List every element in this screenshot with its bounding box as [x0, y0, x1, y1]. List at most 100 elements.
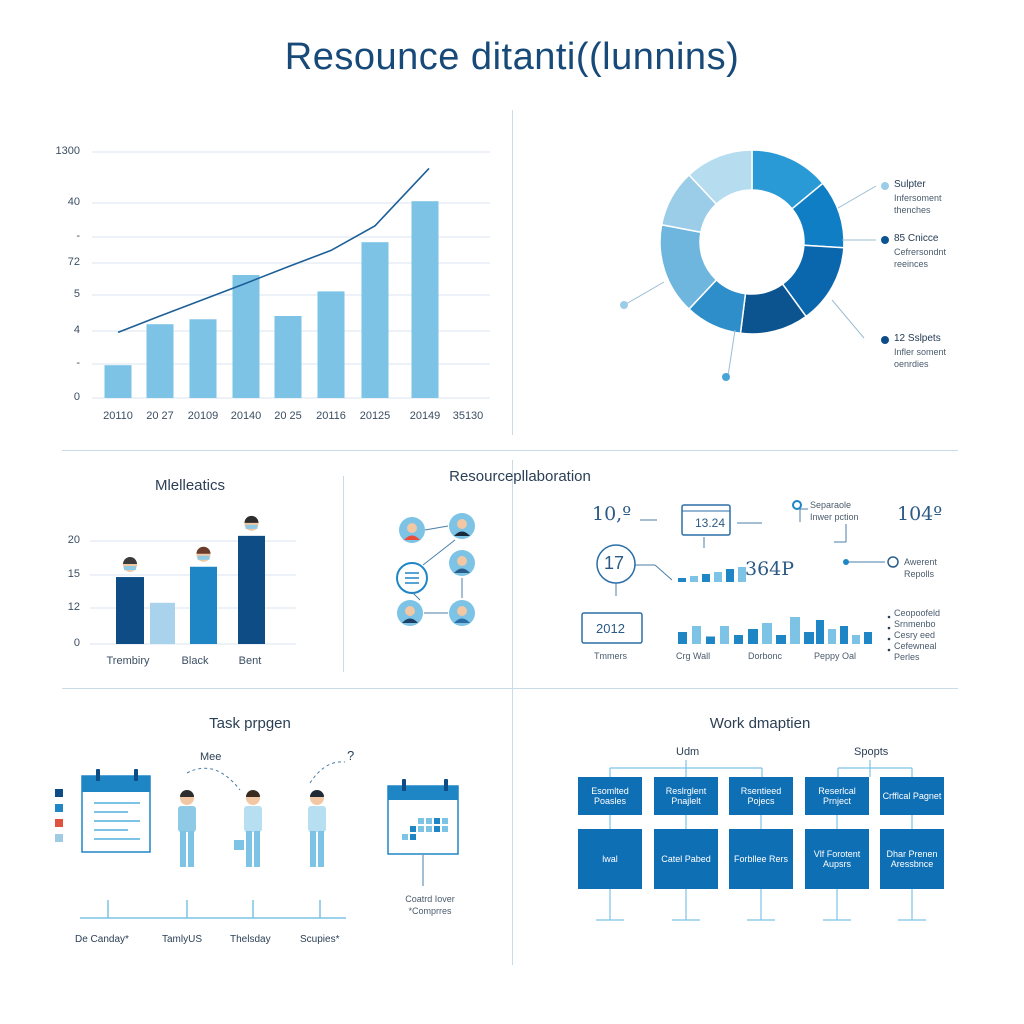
day-2: TamlyUS: [162, 934, 203, 945]
mini-bar: [748, 629, 758, 644]
briefcase-icon: [234, 840, 244, 850]
work-box-r1-5: Crfflcal Pagnet: [880, 777, 944, 815]
avatar-face-icon: [457, 519, 467, 529]
work-box-r1-1: Esomlted Poasles: [578, 777, 642, 815]
legend-title: Sulpter: [894, 179, 926, 190]
bullet-1: Ceopoofeld: [894, 608, 941, 618]
work-box-r2-1: lwal: [578, 829, 642, 889]
mini-bar: [714, 572, 722, 582]
donut-slice: [659, 223, 718, 311]
person-head-icon: [310, 791, 324, 805]
document-icon: [396, 562, 428, 594]
donut-slice: [751, 149, 824, 210]
day-1: De Canday*: [75, 934, 129, 945]
chart3-y-tick-label: 20: [67, 534, 80, 546]
note-2: Inwer pction: [810, 512, 859, 522]
bullet-dot: [887, 615, 891, 619]
work-box-r2-5: Dhar Prenen Aressbnce: [880, 829, 944, 889]
mini-bar: [678, 632, 687, 644]
work-box-r2-2: Catel Pabed: [654, 829, 718, 889]
chart3-bar: [190, 566, 217, 644]
legend-title: 12 Sslpets: [894, 333, 941, 344]
avatar-bg-icon: [397, 600, 423, 626]
chart1-x-tick-label: 20 27: [146, 410, 174, 422]
me-label: Mee: [200, 751, 222, 763]
avatar-bg-icon: [449, 600, 475, 626]
chart3-y-tick-label: 15: [67, 568, 80, 580]
chart1-y-tick-label: 5: [73, 288, 80, 300]
work-box-r1-3: Rsentieed Pojecs: [729, 777, 793, 815]
collab-title: Resourcepllaboration: [449, 468, 591, 485]
person-head-icon: [123, 558, 137, 573]
collab-arrow: [422, 539, 456, 566]
chart3-title: Mlelleatics: [154, 477, 226, 494]
dash-connector: [654, 564, 673, 581]
work-box-r1-4: Reserlcal Prnject: [805, 777, 869, 815]
chart3-bar: [116, 577, 144, 644]
chart3-y-tick-label: 0: [73, 637, 80, 649]
person-mask-icon: [245, 524, 258, 529]
chart1-bar: [232, 275, 260, 398]
chart1-y-tick-label: 40: [67, 196, 80, 208]
chart3-x-tick-label: Black: [181, 655, 209, 667]
legend-swatch: [55, 819, 63, 827]
person-torso-icon: [178, 806, 196, 832]
avatar-bg-icon: [449, 513, 475, 539]
calendar-ring: [134, 769, 138, 781]
mini-bar: [776, 635, 786, 644]
work-title: Work dmaptien: [709, 715, 811, 732]
person-mask-icon: [197, 555, 210, 560]
mini-bar: [734, 635, 743, 644]
legend-desc: reeinces: [894, 259, 929, 269]
divider-mid-left: [343, 476, 344, 672]
chart1-y-tick-label: 72: [67, 256, 80, 268]
chart1-bar: [317, 291, 345, 398]
mini-bar: [692, 626, 701, 644]
chart3-x-tick-label: Trembiry: [106, 655, 150, 667]
divider-mid: [62, 450, 958, 451]
calendar-ring: [96, 769, 100, 781]
person-torso-icon: [308, 806, 326, 832]
chart1-x-tick-label: 20140: [230, 410, 262, 422]
mini-label-1: Tmmers: [594, 651, 627, 661]
avatar-body-icon: [454, 618, 470, 623]
chart1-y-tick-label: 0: [73, 391, 80, 403]
chart1-x-tick-label: 20110: [103, 410, 133, 422]
person-hair-icon: [180, 790, 194, 797]
kpi-3: 13.24: [695, 516, 726, 530]
chart3-x-tick-label: Bent: [238, 655, 262, 667]
divider-mid-right: [512, 460, 513, 965]
donut-connector: [831, 299, 865, 339]
donut-slice: [687, 278, 747, 335]
person-head-icon: [180, 791, 194, 805]
divider-top: [512, 110, 513, 435]
avatar-face-icon: [405, 606, 415, 616]
mini-bar: [828, 629, 836, 644]
calendar-icon: [81, 775, 151, 853]
person-hair-icon: [196, 546, 211, 554]
legend-desc: Infler soment: [894, 347, 947, 357]
bullet-5: Perles: [894, 652, 920, 662]
divider-lower: [62, 688, 958, 689]
chart3-y-tick-label: 12: [67, 601, 80, 613]
note-4: Repolls: [904, 569, 935, 579]
donut-connector: [727, 329, 736, 377]
avatar-face-icon: [457, 606, 467, 616]
person-leg-icon: [246, 831, 252, 867]
collab-arrow: [424, 525, 449, 531]
legend-dot: [881, 182, 889, 190]
gear-icon: [887, 556, 899, 568]
mini-bar: [816, 620, 824, 644]
person-leg-icon: [188, 831, 194, 867]
donut-slice: [660, 173, 718, 234]
legend-swatch: [55, 834, 63, 842]
kpi-4: 364P: [745, 558, 795, 580]
person-leg-icon: [180, 831, 186, 867]
dash-dot: [792, 500, 802, 510]
calendar-header: [388, 786, 458, 800]
bullet-dot: [887, 626, 891, 630]
dashed-arrow: [186, 767, 241, 791]
calendar-cell: [410, 826, 416, 832]
chart1-bar: [274, 316, 302, 398]
legend-title: 85 Cnicce: [894, 233, 939, 244]
